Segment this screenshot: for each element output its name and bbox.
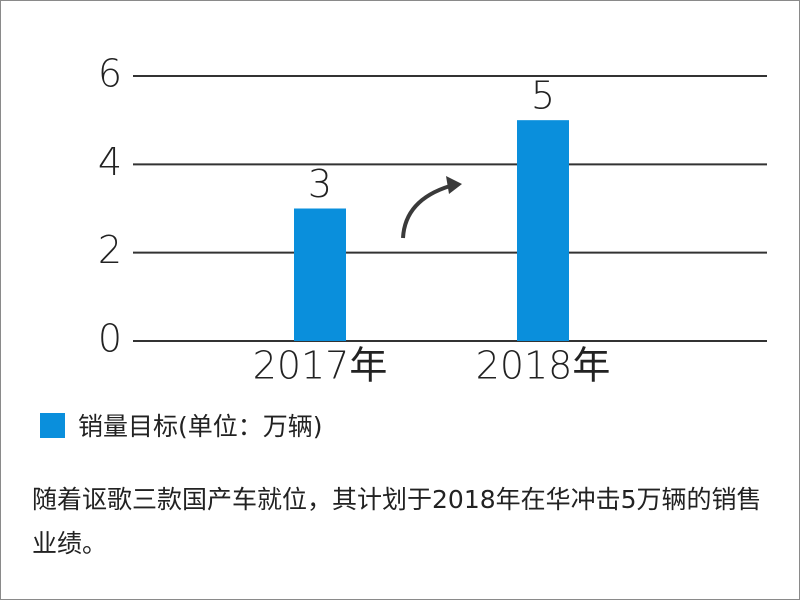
legend-label: 销量目标(单位：万辆) <box>78 412 323 441</box>
bar <box>294 208 346 341</box>
legend-swatch <box>40 413 65 438</box>
chart: 销量目标(单位：万辆) 0 2 4 6 2017年 3 2018年 5 <box>40 52 767 441</box>
arrow <box>401 184 451 239</box>
y-tick-label: 4 <box>98 140 122 184</box>
bar <box>517 120 569 342</box>
caption: 随着讴歌三款国产车就位，其计划于2018年在华冲击5万辆的销售业绩。 <box>32 485 762 558</box>
data-label: 5 <box>531 74 555 118</box>
y-tick-label: 6 <box>98 52 122 96</box>
x-tick-label: 2017年 <box>253 344 388 388</box>
y-tick-label: 0 <box>98 317 122 361</box>
data-label: 3 <box>308 162 332 206</box>
y-tick-label: 2 <box>98 228 122 272</box>
x-tick-label: 2018年 <box>476 344 611 388</box>
arrow-head <box>446 176 462 194</box>
